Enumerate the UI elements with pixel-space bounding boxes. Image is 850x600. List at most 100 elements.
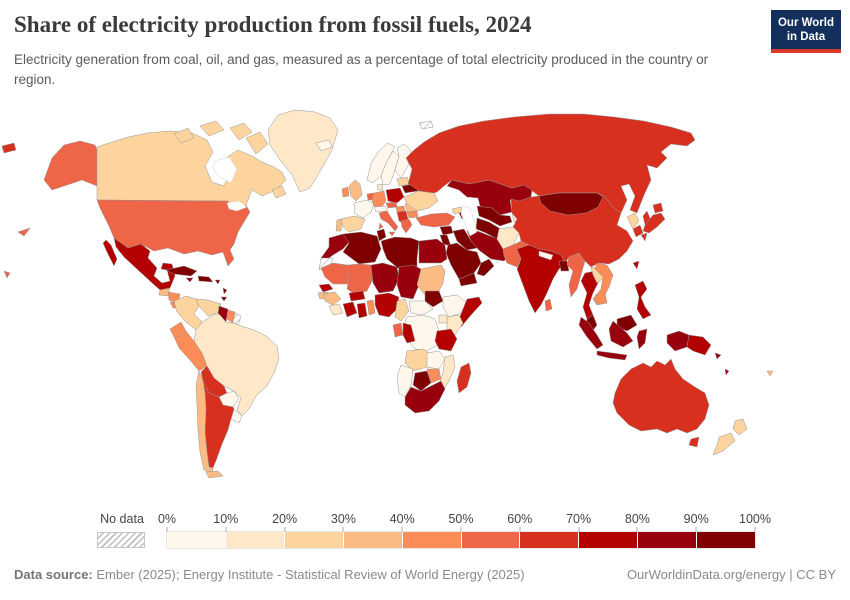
country-canada-island3[interactable] [229,122,253,141]
country-south-africa[interactable] [404,380,446,414]
legend-color-segment[interactable] [461,532,521,548]
country-chad[interactable] [396,264,422,300]
country-mexico-baja[interactable] [102,239,118,267]
country-cameroon[interactable] [394,298,410,322]
country-poland[interactable] [385,187,405,204]
country-egypt[interactable] [418,238,448,264]
country-portugal[interactable] [335,218,343,232]
country-chile-tdf[interactable] [205,470,224,479]
country-saudi-arabia[interactable] [445,242,482,280]
country-botswana[interactable] [412,370,432,392]
country-canada-baffin[interactable] [245,131,269,155]
country-ivory-coast[interactable] [342,301,358,318]
country-ethiopia[interactable] [442,294,468,318]
country-greenland[interactable] [267,109,339,193]
country-north-korea[interactable] [626,212,640,230]
country-hispaniola[interactable] [197,275,214,283]
country-india[interactable] [516,244,566,314]
country-austria[interactable] [373,205,389,213]
country-canada-island1[interactable] [173,127,195,144]
country-nepal[interactable] [538,250,554,261]
country-czechia[interactable] [385,201,398,209]
legend-color-segment[interactable] [284,532,344,548]
country-niger[interactable] [370,262,400,294]
country-bangladesh[interactable] [558,260,570,272]
legend-color-segment[interactable] [167,532,226,548]
country-jamaica[interactable] [185,277,194,283]
country-papua-new-guinea[interactable] [686,334,712,356]
country-mali[interactable] [346,263,374,295]
country-usa-alaska[interactable] [43,140,98,191]
country-congo[interactable] [402,322,416,344]
country-canada[interactable] [96,130,287,209]
legend-color-segment[interactable] [579,532,639,548]
country-greece[interactable] [400,218,413,234]
country-turkey[interactable] [415,212,456,228]
country-puerto-rico[interactable] [214,279,221,285]
country-guinea[interactable] [322,291,342,306]
country-spain[interactable] [340,215,366,233]
footer-link[interactable]: OurWorldinData.org/energy | CC BY [626,567,836,582]
legend-color-bar[interactable] [167,532,756,548]
country-ghana[interactable] [356,302,368,319]
country-syria[interactable] [439,225,454,236]
country-south-sudan[interactable] [424,290,444,308]
country-uzbekistan[interactable] [476,205,513,227]
country-italy[interactable] [378,210,399,237]
country-antilles[interactable] [222,287,228,295]
country-colombia[interactable] [173,295,203,331]
country-madagascar[interactable] [456,362,472,394]
country-denmark[interactable] [376,183,384,191]
country-japan[interactable] [640,202,666,242]
country-new-zealand[interactable] [712,418,748,456]
country-mongolia[interactable] [538,192,604,216]
country-myanmar[interactable] [566,252,586,298]
country-cambodia[interactable] [594,292,608,306]
country-somalia[interactable] [458,296,483,328]
country-trinidad[interactable] [220,296,228,302]
legend-color-segment[interactable] [697,532,756,548]
country-nigeria[interactable] [374,292,400,318]
country-solomon-islands[interactable] [714,352,722,360]
country-oman[interactable] [476,258,495,277]
country-usa[interactable] [96,199,251,267]
country-usa-aleutians[interactable] [17,227,31,237]
country-senegal[interactable] [318,283,334,293]
country-norway[interactable] [366,142,396,184]
country-venezuela[interactable] [195,298,222,317]
region-svalbard[interactable] [418,120,434,130]
legend-color-segment[interactable] [638,532,698,548]
country-fiji[interactable] [766,370,774,377]
country-france[interactable] [353,199,375,219]
country-central-african-republic[interactable] [408,300,434,316]
country-baltics[interactable] [396,176,410,187]
country-yemen[interactable] [458,272,478,287]
country-south-korea[interactable] [632,224,644,238]
country-liberia[interactable] [328,303,344,316]
owid-logo[interactable]: Our World in Data [770,10,841,53]
country-ireland[interactable] [341,186,350,198]
country-kazakhstan[interactable] [446,179,533,216]
country-uganda[interactable] [438,314,448,324]
country-sudan[interactable] [416,264,446,296]
country-finland[interactable] [394,143,412,179]
legend-color-segment[interactable] [225,532,285,548]
country-algeria[interactable] [342,231,382,265]
country-russia-wrap[interactable] [1,142,17,154]
legend-color-segment[interactable] [520,532,580,548]
country-tanzania[interactable] [434,328,458,352]
country-australia-tasmania[interactable] [688,436,700,448]
country-bulgaria[interactable] [406,210,419,219]
country-cuba[interactable] [165,265,198,277]
country-canada-newfoundland[interactable] [271,185,287,199]
country-germany[interactable] [371,190,387,209]
country-indonesia[interactable] [578,316,690,361]
country-mauritania[interactable] [320,262,352,285]
country-canada-island2[interactable] [199,120,225,137]
country-zambia[interactable] [426,350,446,370]
legend-no-data-swatch[interactable] [97,532,145,548]
country-iceland[interactable] [315,139,333,152]
country-usa-hawaii[interactable] [3,270,11,279]
country-mexico[interactable] [113,237,176,291]
country-burkina-faso[interactable] [348,290,366,302]
